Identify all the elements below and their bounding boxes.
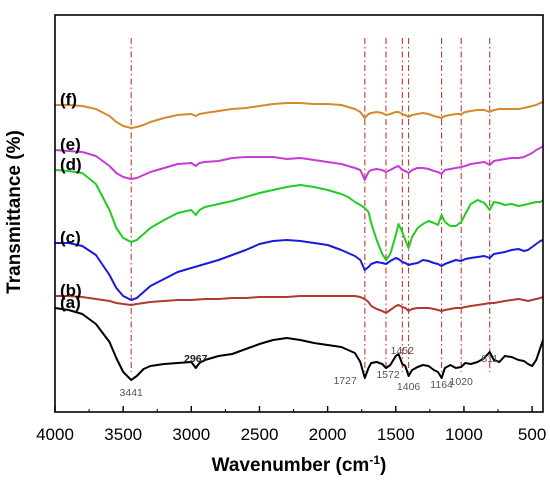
- x-tick-label-3500: 3500: [104, 425, 142, 444]
- series-line-d: [54, 169, 544, 261]
- x-tick-label-500: 500: [518, 425, 546, 444]
- y-axis-title: Transmittance (%): [4, 130, 25, 294]
- x-axis-ticks: 4000 3500 3000 2500 2000 1500 1000 500: [36, 406, 546, 444]
- peak-label-1727: 1727: [333, 375, 357, 387]
- series-line-b: [55, 295, 544, 314]
- x-axis-title-superscript: -1: [369, 453, 380, 467]
- peak-label-1452: 1452: [391, 345, 415, 357]
- x-tick-label-3000: 3000: [172, 425, 210, 444]
- x-axis-title: Wavenumber (cm-1): [212, 453, 387, 476]
- peak-label-1020: 1020: [450, 376, 474, 388]
- peak-label-1572: 1572: [376, 369, 400, 381]
- peak-label-811: 811: [481, 353, 498, 365]
- series-lines: [54, 101, 544, 381]
- peak-label-3441: 3441: [120, 387, 144, 399]
- series-line-f: [55, 101, 544, 129]
- x-axis-title-base: Wavenumber (cm: [212, 455, 370, 476]
- plot-frame: [54, 14, 544, 413]
- x-tick-label-2000: 2000: [309, 425, 347, 444]
- x-tick-label-1000: 1000: [445, 425, 483, 444]
- series-label-e: (e): [60, 135, 81, 154]
- series-label-c: (c): [60, 228, 81, 247]
- x-axis-title-end: ): [380, 455, 386, 476]
- peak-label-1164: 1164: [430, 379, 453, 391]
- series-labels: (a)(b) (c) (d)(e) (f): [60, 90, 82, 312]
- peak-label-1406: 1406: [397, 381, 421, 393]
- series-label-a: (a): [60, 293, 81, 312]
- peak-label-2967: 2967: [184, 353, 208, 365]
- series-line-a: [54, 307, 544, 381]
- series-label-f: (f): [60, 90, 77, 109]
- series-label-d: (d): [60, 155, 82, 174]
- series-label-b: (b): [60, 281, 82, 300]
- series-line-e: [54, 145, 544, 181]
- reference-lines: [130, 38, 491, 372]
- x-tick-label-4000: 4000: [36, 425, 74, 444]
- x-tick-label-2500: 2500: [241, 425, 279, 444]
- series-line-c: [55, 239, 544, 301]
- x-tick-label-1500: 1500: [377, 425, 415, 444]
